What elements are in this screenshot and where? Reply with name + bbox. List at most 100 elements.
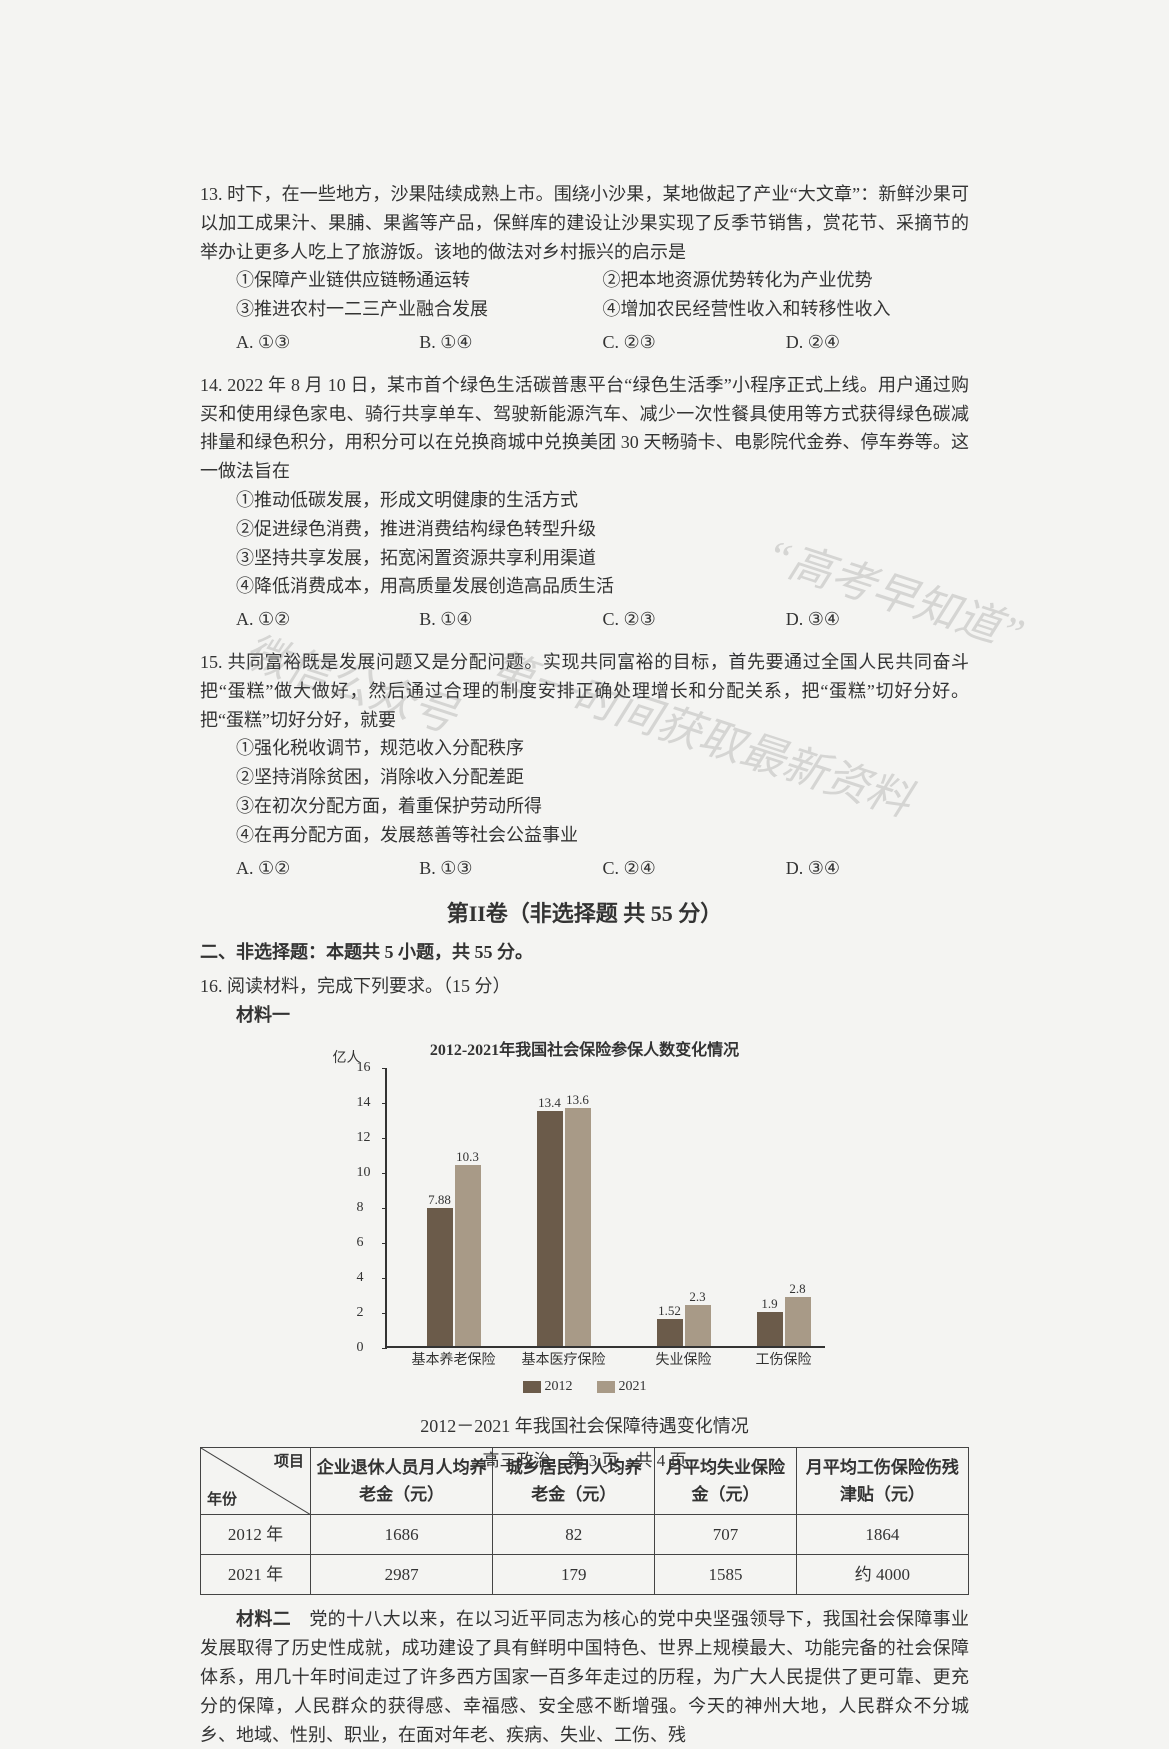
material-1-label: 材料一 bbox=[236, 1001, 969, 1030]
q13-optA: A. ①③ bbox=[236, 328, 419, 357]
bar-value-label: 2.3 bbox=[689, 1287, 705, 1308]
x-category-label: 基本医疗保险 bbox=[522, 1350, 606, 1372]
q15-optB: B. ①③ bbox=[419, 854, 602, 883]
bar: 7.88 bbox=[427, 1208, 453, 1346]
q14-stem: 14. 2022 年 8 月 10 日，某市首个绿色生活碳普惠平台“绿色生活季”… bbox=[200, 371, 969, 486]
q14-s2: ②促进绿色消费，推进消费结构绿色转型升级 bbox=[236, 515, 969, 544]
bar-value-label: 10.3 bbox=[456, 1147, 479, 1168]
q13-text: 时下，在一些地方，沙果陆续成熟上市。围绕小沙果，某地做起了产业“大文章”：新鲜沙… bbox=[200, 184, 969, 262]
q13-optC: C. ②③ bbox=[603, 328, 786, 357]
q14-optA: A. ①② bbox=[236, 605, 419, 634]
bar-value-label: 1.52 bbox=[658, 1301, 681, 1322]
diag-bot: 年份 bbox=[207, 1488, 237, 1512]
q14-s3: ③坚持共享发展，拓宽闲置资源共享利用渠道 bbox=[236, 544, 969, 573]
chart-title: 2012-2021年我国社会保险参保人数变化情况 bbox=[345, 1038, 825, 1064]
chart-legend: 2012 2021 bbox=[345, 1376, 825, 1398]
q15-s2: ②坚持消除贫困，消除收入分配差距 bbox=[236, 763, 969, 792]
bar: 10.3 bbox=[455, 1165, 481, 1345]
y-tick: 12 bbox=[357, 1126, 371, 1148]
q15-s4: ④在再分配方面，发展慈善等社会公益事业 bbox=[236, 821, 969, 850]
q14-num: 14. bbox=[200, 375, 223, 395]
q13-options: A. ①③ B. ①④ C. ②③ D. ②④ bbox=[200, 328, 969, 357]
bar-group: 13.413.6基本医疗保险 bbox=[537, 1108, 591, 1346]
row0-c0: 1686 bbox=[311, 1515, 493, 1555]
bar-group: 1.522.3失业保险 bbox=[657, 1305, 711, 1345]
bar-value-label: 13.6 bbox=[566, 1090, 589, 1111]
q13-s1: ①保障产业链供应链畅通运转 bbox=[236, 266, 603, 295]
y-tick: 2 bbox=[357, 1301, 364, 1323]
bar-value-label: 1.9 bbox=[761, 1294, 777, 1315]
q13-optB: B. ①④ bbox=[419, 328, 602, 357]
material-2-label: 材料二 bbox=[236, 1609, 291, 1629]
material-2-text: 党的十八大以来，在以习近平同志为核心的党中央坚强领导下，我国社会保障事业发展取得… bbox=[200, 1609, 969, 1744]
y-tick: 8 bbox=[357, 1196, 364, 1218]
q13-optD: D. ②④ bbox=[786, 328, 969, 357]
y-tick: 4 bbox=[357, 1266, 364, 1288]
legend-box-2021 bbox=[597, 1381, 615, 1393]
x-category-label: 基本养老保险 bbox=[412, 1350, 496, 1372]
bar-group: 7.8810.3基本养老保险 bbox=[427, 1165, 481, 1345]
row1-c1: 179 bbox=[493, 1555, 655, 1595]
q15-s1: ①强化税收调节，规范收入分配秩序 bbox=[236, 734, 969, 763]
bar: 13.4 bbox=[537, 1111, 563, 1346]
bar-chart: 亿人 02468101214167.8810.3基本养老保险13.413.6基本… bbox=[385, 1068, 825, 1348]
q14-optC: C. ②③ bbox=[603, 605, 786, 634]
q14-s4: ④降低消费成本，用高质量发展创造高品质生活 bbox=[236, 572, 969, 601]
q13-s2: ②把本地资源优势转化为产业优势 bbox=[603, 266, 970, 295]
bar: 2.3 bbox=[685, 1305, 711, 1345]
q14-statements: ①推动低碳发展，形成文明健康的生活方式 ②促进绿色消费，推进消费结构绿色转型升级… bbox=[200, 486, 969, 601]
y-tick: 10 bbox=[357, 1161, 371, 1183]
bar-group: 1.92.8工伤保险 bbox=[757, 1297, 811, 1346]
material-2-para: 材料二 党的十八大以来，在以习近平同志为核心的党中央坚强领导下，我国社会保障事业… bbox=[200, 1605, 969, 1749]
bar-value-label: 13.4 bbox=[538, 1093, 561, 1114]
row1-year: 2021 年 bbox=[201, 1555, 311, 1595]
bar: 13.6 bbox=[565, 1108, 591, 1346]
q14-s1: ①推动低碳发展，形成文明健康的生活方式 bbox=[236, 486, 969, 515]
bar: 1.9 bbox=[757, 1312, 783, 1345]
q15-options: A. ①② B. ①③ C. ②④ D. ③④ bbox=[200, 854, 969, 883]
q13-stem: 13. 时下，在一些地方，沙果陆续成熟上市。围绕小沙果，某地做起了产业“大文章”… bbox=[200, 180, 969, 266]
question-14: 14. 2022 年 8 月 10 日，某市首个绿色生活碳普惠平台“绿色生活季”… bbox=[200, 371, 969, 634]
q14-options: A. ①② B. ①④ C. ②③ D. ③④ bbox=[200, 605, 969, 634]
q15-s3: ③在初次分配方面，着重保护劳动所得 bbox=[236, 792, 969, 821]
page-footer: 高三政治 第 3 页 共 4 页 bbox=[0, 1447, 1169, 1474]
q15-statements: ①强化税收调节，规范收入分配秩序 ②坚持消除贫困，消除收入分配差距 ③在初次分配… bbox=[200, 734, 969, 849]
section-2-sub: 二、非选择题：本题共 5 小题，共 55 分。 bbox=[200, 938, 969, 967]
row1-c3: 约 4000 bbox=[796, 1555, 968, 1595]
row1-c2: 1585 bbox=[655, 1555, 797, 1595]
bar-value-label: 7.88 bbox=[428, 1190, 451, 1211]
bar-value-label: 2.8 bbox=[789, 1279, 805, 1300]
x-category-label: 失业保险 bbox=[656, 1350, 712, 1372]
q13-s3: ③推进农村一二三产业融合发展 bbox=[236, 295, 603, 324]
q13-s4: ④增加农民经营性收入和转移性收入 bbox=[603, 295, 970, 324]
question-13: 13. 时下，在一些地方，沙果陆续成熟上市。围绕小沙果，某地做起了产业“大文章”… bbox=[200, 180, 969, 357]
bar: 1.52 bbox=[657, 1319, 683, 1346]
y-tick: 0 bbox=[357, 1336, 364, 1358]
q14-text: 2022 年 8 月 10 日，某市首个绿色生活碳普惠平台“绿色生活季”小程序正… bbox=[200, 375, 969, 481]
x-category-label: 工伤保险 bbox=[756, 1350, 812, 1372]
table-title: 2012－2021 年我国社会保障待遇变化情况 bbox=[200, 1412, 969, 1441]
q15-stem: 15. 共同富裕既是发展问题又是分配问题。实现共同富裕的目标，首先要通过全国人民… bbox=[200, 648, 969, 734]
chart-container: 2012-2021年我国社会保险参保人数变化情况 亿人 024681012141… bbox=[345, 1038, 825, 1398]
q13-statements: ①保障产业链供应链畅通运转 ②把本地资源优势转化为产业优势 ③推进农村一二三产业… bbox=[200, 266, 969, 324]
q15-text: 共同富裕既是发展问题又是分配问题。实现共同富裕的目标，首先要通过全国人民共同奋斗… bbox=[200, 652, 969, 730]
table-row: 2012 年 1686 82 707 1864 bbox=[201, 1515, 969, 1555]
row0-c2: 707 bbox=[655, 1515, 797, 1555]
legend-2021: 2021 bbox=[597, 1376, 647, 1398]
row1-c0: 2987 bbox=[311, 1555, 493, 1595]
legend-box-2012 bbox=[523, 1381, 541, 1393]
row0-c1: 82 bbox=[493, 1515, 655, 1555]
question-15: 15. 共同富裕既是发展问题又是分配问题。实现共同富裕的目标，首先要通过全国人民… bbox=[200, 648, 969, 882]
table-row: 2021 年 2987 179 1585 约 4000 bbox=[201, 1555, 969, 1595]
q14-optD: D. ③④ bbox=[786, 605, 969, 634]
section-2-title: 第II卷（非选择题 共 55 分） bbox=[200, 896, 969, 931]
y-tick: 16 bbox=[357, 1056, 371, 1078]
legend-label-2021: 2021 bbox=[619, 1376, 647, 1398]
q15-optD: D. ③④ bbox=[786, 854, 969, 883]
q14-optB: B. ①④ bbox=[419, 605, 602, 634]
q15-num: 15. bbox=[200, 652, 223, 672]
row0-year: 2012 年 bbox=[201, 1515, 311, 1555]
y-tick: 14 bbox=[357, 1091, 371, 1113]
q16-stem: 16. 阅读材料，完成下列要求。（15 分） bbox=[200, 972, 969, 1001]
legend-label-2012: 2012 bbox=[545, 1376, 573, 1398]
